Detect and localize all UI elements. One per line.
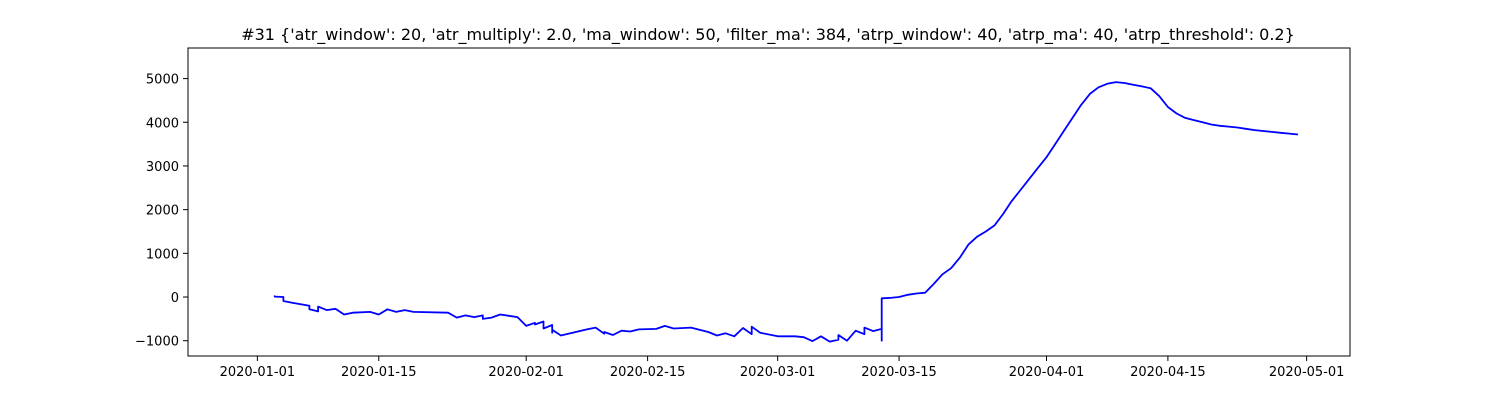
y-tick-label: 0: [171, 291, 179, 306]
x-tick-label: 2020-05-01: [1269, 365, 1345, 380]
x-tick-label: 2020-04-01: [1009, 365, 1085, 380]
plot-area: 2020-01-01 2020-01-15 2020-02-01 2020-02-15…: [135, 47, 1351, 380]
x-tick-label: 2020-03-15: [861, 365, 937, 380]
y-tick-label: 1000: [146, 247, 179, 262]
y-tick-label: 5000: [146, 73, 179, 88]
x-tick-label: 2020-02-01: [488, 365, 564, 380]
series-line-0: [273, 81, 1299, 343]
plot-frame: [187, 47, 1351, 357]
chart-title: #31 {'atr_window': 20, 'atr_multiply': 2…: [241, 25, 1295, 45]
x-tick-label: 2020-04-15: [1130, 365, 1206, 380]
x-tick-label: 2020-03-01: [740, 365, 816, 380]
y-tick-label: −1000: [135, 335, 179, 350]
y-tick-label: 2000: [146, 204, 179, 219]
x-tick-label: 2020-01-01: [220, 365, 296, 380]
y-tick-label: 3000: [146, 160, 179, 175]
x-tick-label: 2020-02-15: [610, 365, 686, 380]
x-tick-label: 2020-01-15: [341, 365, 417, 380]
y-tick-label: 4000: [146, 116, 179, 131]
